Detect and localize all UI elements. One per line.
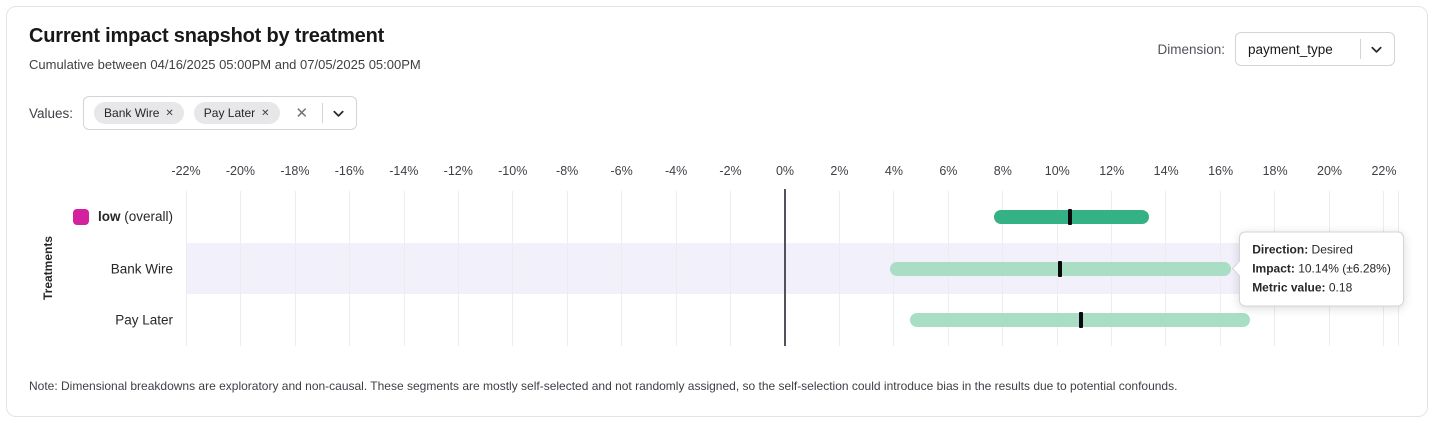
x-axis-tick-label: -6% — [610, 164, 633, 178]
x-axis: -22% -20% -18% -16% -14% -12% -10% -8% -6% -4% -2%… — [171, 164, 1396, 182]
x-axis-tick-label: 12% — [1099, 164, 1125, 178]
dimension-label: Dimension: — [1157, 41, 1225, 57]
x-axis-tick-label: 16% — [1208, 164, 1234, 178]
x-axis-tick-label: 6% — [939, 164, 958, 178]
tooltip-line: Impact: 10.14% (±6.28%) — [1252, 261, 1391, 275]
tooltip-line: Direction: Desired — [1252, 242, 1353, 256]
x-axis-tick-label: 22% — [1371, 164, 1397, 178]
dimension-selected-value: payment_type — [1248, 41, 1333, 57]
gridline — [458, 191, 460, 346]
x-axis-tick-label: -2% — [719, 164, 742, 178]
gridline — [730, 191, 732, 346]
values-label: Values: — [29, 105, 74, 121]
gridline — [675, 191, 677, 346]
point-estimate-tick — [1068, 208, 1073, 225]
gridline — [512, 191, 514, 346]
row-label-suffix: (overall) — [120, 209, 173, 225]
x-axis-tick-label: -22% — [171, 164, 201, 178]
values-filter-row: Values: Bank Wire ✕ Pay Later ✕ ✕ — [29, 96, 358, 130]
point-estimate-tick — [1058, 260, 1063, 277]
footnote: Note: Dimensional breakdowns are explora… — [29, 379, 1178, 393]
dropdown-divider — [322, 103, 324, 123]
dimension-control: Dimension: payment_type — [1157, 32, 1395, 66]
x-axis-tick-label: 10% — [1044, 164, 1070, 178]
filter-chip[interactable]: Bank Wire ✕ — [94, 102, 184, 124]
date-range-subtitle: Cumulative between 04/16/2025 05:00PM an… — [29, 57, 421, 72]
x-axis-tick-label: 0% — [775, 164, 795, 178]
row-label-pay-later: Pay Later — [115, 313, 173, 328]
legend-swatch — [72, 208, 89, 225]
x-axis-tick-label: 8% — [993, 164, 1012, 178]
values-multiselect[interactable]: Bank Wire ✕ Pay Later ✕ ✕ — [83, 96, 358, 130]
chip-remove-icon[interactable]: ✕ — [261, 107, 270, 119]
chip-container: Bank Wire ✕ Pay Later ✕ — [94, 102, 290, 124]
dimension-dropdown[interactable]: payment_type — [1235, 32, 1395, 66]
gridline — [349, 191, 351, 346]
gridline — [403, 191, 405, 346]
gridline — [838, 191, 840, 346]
row-labels: low (overall) Bank Wire Pay Later — [35, 191, 186, 346]
gridline — [186, 191, 187, 346]
point-estimate-tick — [1079, 312, 1084, 329]
gridline — [621, 191, 623, 346]
plot-area: Direction: Desired Impact: 10.14% (±6.28%… — [186, 189, 1404, 346]
x-axis-tick-label: -14% — [389, 164, 419, 178]
row-label-text: Pay Later — [115, 312, 173, 328]
x-axis-tick-label: 20% — [1317, 164, 1343, 178]
zero-line — [783, 189, 786, 346]
row-label-text: Bank Wire — [110, 261, 173, 276]
impact-chart: Treatments -22% -20% -18% -16% -14% -12% -10% -… — [35, 156, 1404, 368]
clear-all-icon[interactable]: ✕ — [295, 104, 309, 122]
filter-chip-label: Pay Later — [203, 106, 256, 120]
x-axis-tick-label: 18% — [1262, 164, 1288, 178]
x-axis-tick-label: -16% — [334, 164, 364, 178]
x-axis-tick-label: 4% — [884, 164, 903, 178]
chevron-down-icon[interactable] — [331, 106, 346, 121]
filter-chip-label: Bank Wire — [104, 106, 160, 120]
x-axis-tick-label: -10% — [498, 164, 528, 178]
chevron-down-icon — [1369, 42, 1384, 57]
dropdown-divider — [1360, 39, 1361, 59]
row-label-bank-wire: Bank Wire — [111, 261, 173, 276]
gridline — [294, 191, 296, 346]
gridline — [240, 191, 242, 346]
x-axis-tick-label: -18% — [280, 164, 310, 178]
chip-remove-icon[interactable]: ✕ — [165, 107, 174, 119]
page-title: Current impact snapshot by treatment — [29, 25, 385, 47]
chart-tooltip: Direction: Desired Impact: 10.14% (±6.28%… — [1239, 231, 1404, 306]
x-axis-tick-label: -8% — [556, 164, 579, 178]
filter-chip[interactable]: Pay Later ✕ — [193, 102, 280, 124]
tooltip-line: Metric value: 0.18 — [1252, 280, 1353, 294]
impact-snapshot-card: Current impact snapshot by treatment Cum… — [6, 6, 1428, 417]
plot-scale: Direction: Desired Impact: 10.14% (±6.28%… — [186, 189, 1404, 346]
row-label-low: low (overall) — [72, 208, 173, 225]
x-axis-tick-label: -4% — [664, 164, 688, 178]
row-label-text: low — [97, 209, 121, 225]
x-axis-tick-label: 2% — [830, 164, 849, 178]
x-axis-tick-label: -20% — [225, 164, 256, 178]
gridline — [566, 191, 568, 346]
x-axis-tick-label: -12% — [443, 164, 473, 178]
x-axis-tick-label: 14% — [1153, 164, 1179, 178]
